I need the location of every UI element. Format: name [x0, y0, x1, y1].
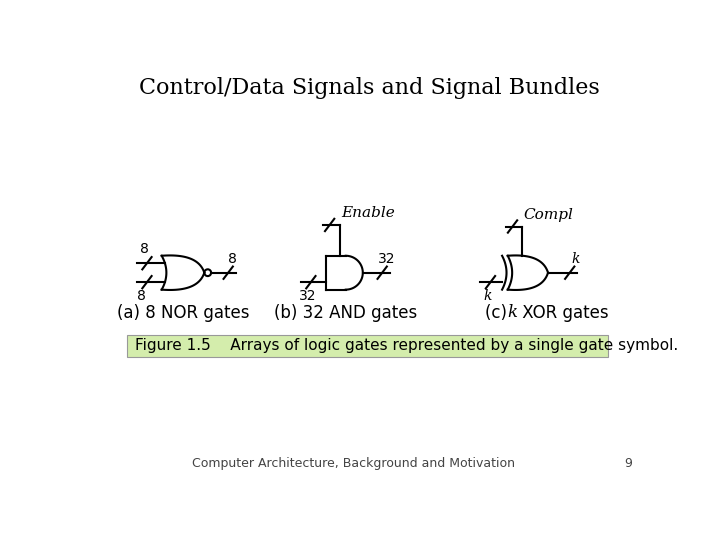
Text: Figure 1.5    Arrays of logic gates represented by a single gate symbol.: Figure 1.5 Arrays of logic gates represe… — [135, 339, 678, 353]
Text: Enable: Enable — [341, 206, 395, 220]
Text: 32: 32 — [378, 252, 395, 266]
FancyBboxPatch shape — [127, 335, 608, 356]
Text: Compl: Compl — [523, 208, 573, 222]
Text: 32: 32 — [299, 289, 317, 303]
Text: Control/Data Signals and Signal Bundles: Control/Data Signals and Signal Bundles — [139, 77, 599, 99]
Text: (a) 8 NOR gates: (a) 8 NOR gates — [117, 303, 249, 322]
Text: k: k — [483, 289, 492, 303]
Text: 9: 9 — [625, 457, 633, 470]
Text: 8: 8 — [137, 289, 146, 303]
Text: k: k — [508, 304, 518, 321]
Text: (b) 32 AND gates: (b) 32 AND gates — [274, 303, 418, 322]
Text: k: k — [572, 252, 580, 266]
Text: XOR gates: XOR gates — [517, 303, 608, 322]
Text: 8: 8 — [228, 252, 238, 266]
Text: Computer Architecture, Background and Motivation: Computer Architecture, Background and Mo… — [192, 457, 515, 470]
Text: 8: 8 — [140, 241, 149, 255]
Text: (c): (c) — [485, 303, 513, 322]
